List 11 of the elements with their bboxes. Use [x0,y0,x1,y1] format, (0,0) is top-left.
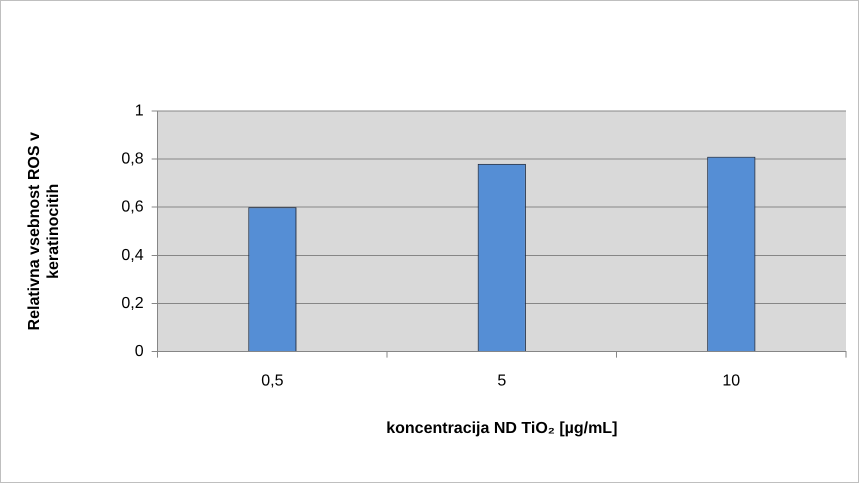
x-tick-label: 10 [722,372,740,390]
y-axis-title: Relativna vsebnost ROS v keratinocitih [26,132,62,330]
y-tick-label: 0,8 [121,150,144,168]
y-tick-label: 1 [134,102,144,120]
y-tick-label: 0,6 [121,198,144,216]
y-tick-label: 0,2 [121,294,144,312]
x-tick-label: 0,5 [261,372,284,390]
x-tick-label: 5 [497,372,506,390]
y-tick-label: 0,4 [121,246,144,264]
y-tick-label: 0 [134,343,144,360]
x-axis-title: koncentracija ND TiO₂ [µg/mL] [386,420,618,437]
